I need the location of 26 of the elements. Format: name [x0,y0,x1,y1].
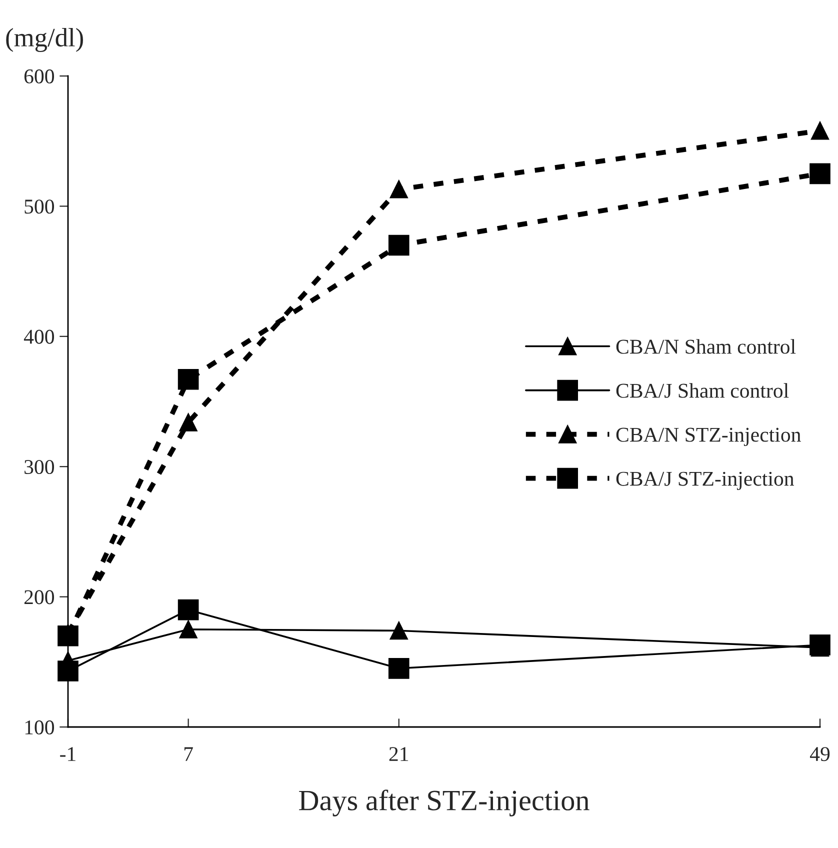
y-tick-label: 400 [24,330,54,344]
y-tick-label: 600 [24,69,54,84]
point [179,620,198,638]
point [388,658,410,679]
y-tick-label: 200 [24,590,54,604]
y-tick-label: 300 [24,460,54,474]
point [390,180,408,198]
x-tick-label: 7 [184,747,193,761]
legend-label: CBA/N Sham control [616,339,796,354]
legend-label: CBA/J Sham control [616,383,789,398]
point [178,368,199,390]
point [810,163,830,184]
x-tick-label: 49 [810,747,830,762]
legend-label: CBA/J STZ-injection [616,472,794,490]
x-axis-title: Days after STZ-injection [299,790,590,816]
x-tick-label: -1 [60,747,76,761]
y-tick-label: 100 [25,720,54,734]
point [179,413,198,432]
legend-label: CBA/N STZ-injection [616,428,801,446]
point [178,599,199,620]
y-tick-label: 500 [24,200,54,214]
x-tick-label: 21 [389,747,408,761]
point [810,122,830,140]
point [388,234,410,256]
point [390,622,408,640]
y-axis-title: (mg/dl) [6,28,83,52]
